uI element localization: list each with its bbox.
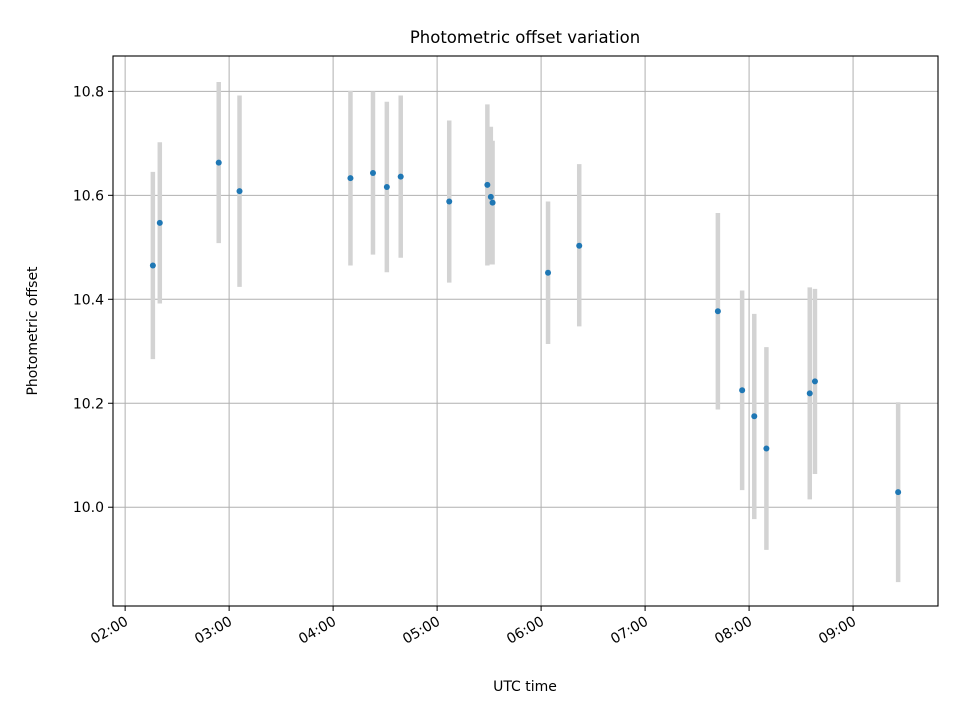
y-tick-label: 10.0 <box>73 500 104 516</box>
plot-frame <box>112 55 939 607</box>
data-point <box>446 198 453 205</box>
x-tick-label: 06:00 <box>504 614 547 648</box>
y-axis-ticks: 10.0 10.2 10.4 10.6 10.8 <box>73 84 113 516</box>
y-axis-label: Photometric offset <box>25 266 41 396</box>
data-point <box>489 199 496 206</box>
x-tick-label: 09:00 <box>816 614 859 648</box>
x-tick-label: 08:00 <box>712 614 755 648</box>
y-tick-label: 10.4 <box>73 292 104 308</box>
data-point <box>487 193 494 200</box>
data-point <box>763 445 770 452</box>
data-point <box>236 188 243 195</box>
data-point <box>751 413 758 420</box>
data-point <box>484 181 491 188</box>
data-point <box>739 387 746 394</box>
data-point <box>149 262 156 269</box>
data-point <box>347 175 354 182</box>
data-point <box>369 169 376 176</box>
data-point <box>545 269 552 276</box>
x-tick-label: 04:00 <box>296 614 339 648</box>
data-points <box>149 159 902 496</box>
x-axis-ticks: 02:00 03:00 04:00 05:00 06:00 07:00 08:00 09:00 <box>88 606 859 648</box>
x-tick-label: 02:00 <box>88 614 131 648</box>
data-point <box>397 173 404 180</box>
x-tick-label: 05:00 <box>400 614 443 648</box>
data-point <box>215 159 222 166</box>
data-point <box>383 184 390 191</box>
grid-lines <box>113 56 938 606</box>
x-tick-label: 07:00 <box>608 614 651 648</box>
data-point <box>806 390 813 397</box>
chart-title: Photometric offset variation <box>410 28 640 47</box>
data-point <box>156 219 163 226</box>
x-tick-label: 03:00 <box>192 614 235 648</box>
y-tick-label: 10.2 <box>73 396 104 412</box>
y-tick-label: 10.6 <box>73 188 104 204</box>
data-point <box>895 489 902 496</box>
data-point <box>576 242 583 249</box>
data-point <box>811 378 818 385</box>
data-point <box>714 308 721 315</box>
x-axis-label: UTC time <box>493 679 557 695</box>
y-tick-label: 10.8 <box>73 84 104 100</box>
